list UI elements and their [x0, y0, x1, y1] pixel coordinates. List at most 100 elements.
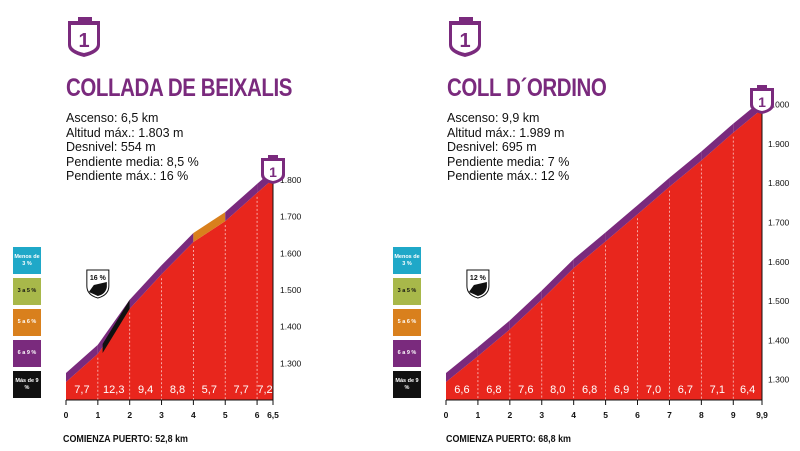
segment-gradient-label: 7,6: [518, 384, 533, 396]
legend-item: Menos de 3 %: [393, 247, 421, 274]
legend-item: Más de 9 %: [13, 371, 41, 398]
gradient-band-segment: [637, 177, 670, 215]
climb-panel-coll-dordino: 1 COLL D´ORDINO Ascenso: 9,9 km Altitud …: [380, 0, 790, 451]
stat-max-gradient: Pendiente máx.: 12 %: [447, 169, 570, 183]
segment-gradient-label: 7,7: [74, 384, 89, 396]
elevation-profile-chart: 16 % 7,7 12,3 9,4 8,8 5,7 7,7 7,2 0 1 2 3 4 5 6 6,5 1.30…: [64, 155, 302, 420]
gradient-band-segment: [193, 212, 226, 243]
profile-area: [446, 109, 762, 400]
y-tick-label: 1.600: [768, 257, 790, 267]
x-tick-label: 8: [699, 410, 704, 420]
y-tick-label: 1.800: [280, 175, 302, 185]
x-tick-label: 7: [667, 410, 672, 420]
legend-item: 3 a 5 %: [13, 278, 41, 305]
y-tick-label: 1.400: [768, 335, 790, 345]
y-tick-label: 1.500: [768, 296, 790, 306]
gradient-band-segment: [573, 232, 606, 269]
y-tick-label: 1.600: [280, 248, 302, 258]
legend-item: 5 a 6 %: [13, 309, 41, 336]
climb-title: COLL D´ORDINO: [447, 74, 607, 102]
gradient-band-segment: [225, 183, 258, 222]
summit-category-1-icon: 1: [261, 155, 285, 184]
stat-elevation-gain: Desnivel: 554 m: [66, 140, 156, 154]
climb-title: COLLADA DE BEIXALIS: [66, 74, 293, 102]
summit-category-1-icon: 1: [750, 85, 774, 114]
gradient-band-segment: [701, 123, 734, 161]
stat-average-gradient: Pendiente media: 8,5 %: [66, 154, 199, 169]
x-tick-label: 6: [635, 410, 640, 420]
stat-ascent: Ascenso: 9,9 km: [447, 111, 540, 125]
segment-gradient-label: 7,0: [646, 384, 661, 396]
x-tick-label: 1: [476, 410, 481, 420]
segment-gradient-label: 8,8: [170, 384, 185, 396]
gradient-band-segment: [129, 265, 162, 309]
y-tick-label: 1.900: [768, 139, 790, 149]
max-gradient-marker: 12 %: [466, 269, 490, 299]
climb-start-km: COMIENZA PUERTO: 52,8 km: [63, 433, 188, 445]
mountain-category-1-icon: 1: [68, 17, 100, 57]
x-tick-label: 4: [571, 410, 576, 420]
climb-panel-collada-de-beixalis: 1 COLLADA DE BEIXALIS Ascenso: 6,5 km Al…: [63, 17, 302, 445]
segment-gradient-label: 6,9: [614, 384, 629, 396]
segment-gradient-label: 6,8: [486, 384, 501, 396]
gradient-band-segment: [605, 205, 638, 242]
segment-gradient-label: 6,7: [678, 384, 693, 396]
summit-badge-inner: [264, 161, 282, 181]
stat-elevation-gain: Desnivel: 695 m: [447, 140, 537, 154]
x-tick-label: 4: [191, 410, 196, 420]
elevation-profile-chart: 12 % 6,6 6,8 7,6 8,0 6,8 6,9 7,0 6,7 7,1 6,4 0 1 2 3 4 5…: [444, 85, 790, 420]
profile-area: [66, 179, 273, 400]
gradient-band-segment: [509, 290, 542, 330]
segment-gradient-label: 7,1: [710, 384, 725, 396]
x-tick-label: 3: [159, 410, 164, 420]
gradient-band-segment: [446, 347, 478, 382]
segment-gradient-label: 7,2: [257, 384, 272, 396]
x-tick-label: 5: [603, 410, 608, 420]
max-gradient-label: 12 %: [470, 275, 487, 282]
legend-item: Más de 9 %: [393, 371, 421, 398]
legend-item: 3 a 5 %: [393, 278, 421, 305]
mountain-category-1-icon: 1: [449, 17, 481, 57]
legend-item: 6 a 9 %: [393, 340, 421, 367]
y-tick-label: 1.300: [768, 375, 790, 385]
gradient-band-segment: [669, 151, 702, 187]
y-tick-label: 1.700: [768, 218, 790, 228]
summit-category-number: 1: [269, 164, 277, 180]
summit-category-number: 1: [758, 94, 766, 110]
stat-ascent: Ascenso: 6,5 km: [66, 111, 159, 125]
segment-gradient-label: 9,4: [138, 384, 153, 396]
stat-average-gradient: Pendiente media: 7 %: [447, 154, 570, 169]
stat-max-gradient: Pendiente máx.: 16 %: [66, 169, 189, 183]
gradient-band-segment: [66, 344, 98, 382]
steep-section-band: [102, 299, 130, 354]
segment-gradient-label: 6,8: [582, 384, 597, 396]
x-tick-label: 0: [444, 410, 449, 420]
segment-gradient-label: 6,6: [454, 384, 469, 396]
segment-gradient-label: 8,0: [550, 384, 565, 396]
y-tick-label: 1.500: [280, 285, 302, 295]
climb-stats: Ascenso: 6,5 km Altitud máx.: 1.803 m De…: [66, 111, 199, 184]
x-tick-label: 6: [255, 410, 260, 420]
x-tick-label: 5: [223, 410, 228, 420]
max-gradient-marker-slope-icon: [468, 282, 487, 296]
category-number: 1: [459, 30, 470, 52]
climb-stats: Ascenso: 9,9 km Altitud máx.: 1.989 m De…: [447, 111, 569, 184]
x-tick-label: 1: [95, 410, 100, 420]
summit-badge-inner: [753, 91, 771, 111]
x-tick-label: 6,5: [267, 410, 279, 420]
category-number: 1: [78, 30, 89, 52]
gradient-band-segment: [477, 320, 510, 357]
segment-gradient-label: 7,7: [234, 384, 249, 396]
legend-item: 5 a 6 %: [393, 309, 421, 336]
x-tick-label: 2: [507, 410, 512, 420]
y-tick-label: 1.700: [280, 212, 302, 222]
x-tick-label: 2: [127, 410, 132, 420]
x-tick-label: 9: [731, 410, 736, 420]
x-tick-label: 9,9: [756, 410, 768, 420]
y-tick-label: 1.300: [280, 358, 302, 368]
max-gradient-marker-slope-icon: [88, 282, 107, 296]
y-tick-label: 2.000: [768, 100, 790, 110]
max-gradient-label: 16 %: [90, 275, 107, 282]
segment-gradient-label: 12,3: [103, 384, 124, 396]
x-tick-label: 0: [64, 410, 69, 420]
